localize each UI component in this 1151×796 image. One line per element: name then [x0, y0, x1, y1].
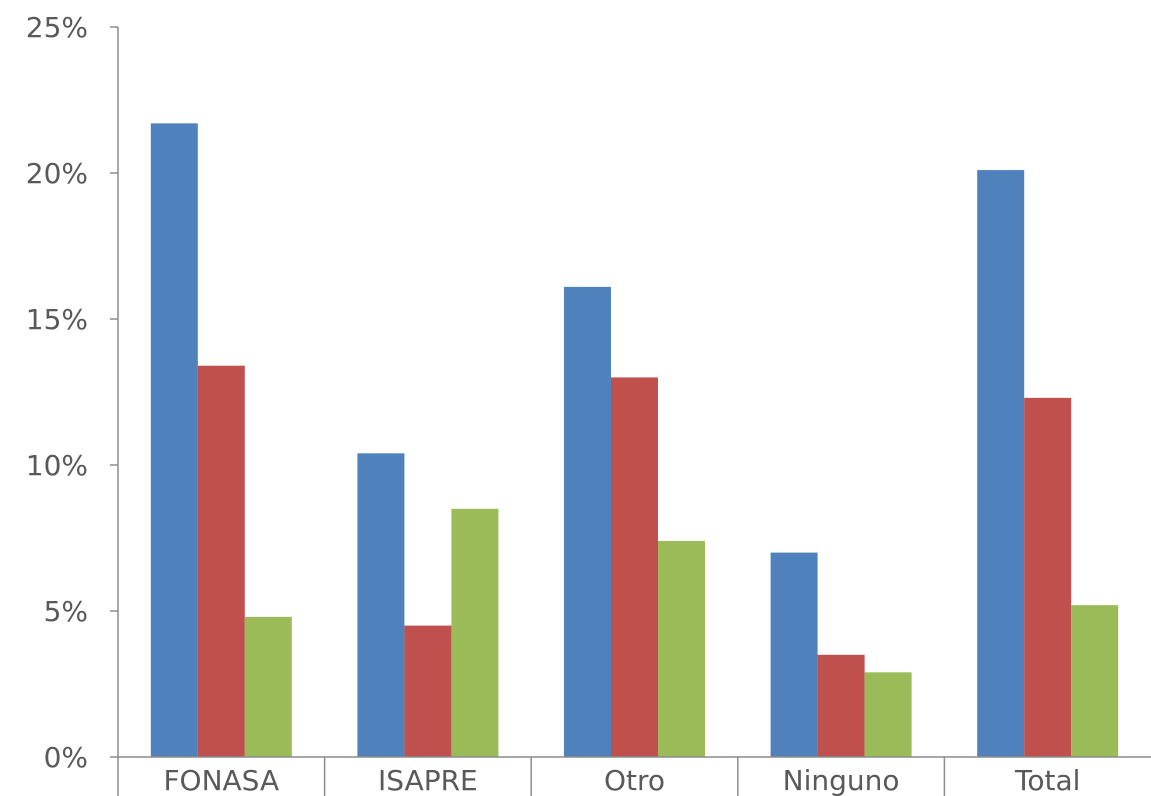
bar-ninguno-series-1 — [770, 552, 818, 757]
bar-total-series-2 — [1024, 397, 1072, 757]
bar-ninguno-series-3 — [864, 672, 912, 757]
bar-otro-series-1 — [564, 286, 611, 757]
bar-ninguno-series-2 — [817, 654, 865, 757]
y-axis-ticks: 0% 5% 10% 15% 20% 25% — [26, 11, 118, 774]
axes-group — [117, 27, 1151, 796]
bar-isapre-series-1 — [357, 453, 405, 757]
x-tick-label-total: Total — [1014, 764, 1080, 796]
bar-total-series-3 — [1071, 605, 1119, 757]
y-tick-label: 20% — [26, 157, 88, 190]
y-tick-label: 10% — [26, 449, 88, 482]
y-tick-label: 5% — [44, 595, 88, 628]
y-tick-label: 25% — [26, 11, 88, 44]
x-axis-labels: FONASA ISAPRE Otro Ninguno Total — [163, 757, 1080, 796]
x-tick-label-ninguno: Ninguno — [783, 764, 900, 796]
bar-total-series-1 — [977, 170, 1025, 757]
bar-otro-series-3 — [658, 540, 705, 757]
y-tick-label: 0% — [44, 741, 88, 774]
bars-group — [150, 123, 1119, 758]
x-tick-label-otro: Otro — [604, 764, 665, 796]
bar-fonasa-series-2 — [197, 365, 245, 757]
y-tick-label: 15% — [26, 303, 88, 336]
x-tick-label-fonasa: FONASA — [163, 764, 279, 796]
bar-isapre-series-2 — [404, 625, 452, 757]
bar-fonasa-series-1 — [150, 123, 198, 758]
bar-otro-series-2 — [611, 377, 658, 757]
x-tick-label-isapre: ISAPRE — [378, 764, 478, 796]
bar-fonasa-series-3 — [244, 616, 292, 757]
bar-isapre-series-3 — [451, 508, 499, 757]
